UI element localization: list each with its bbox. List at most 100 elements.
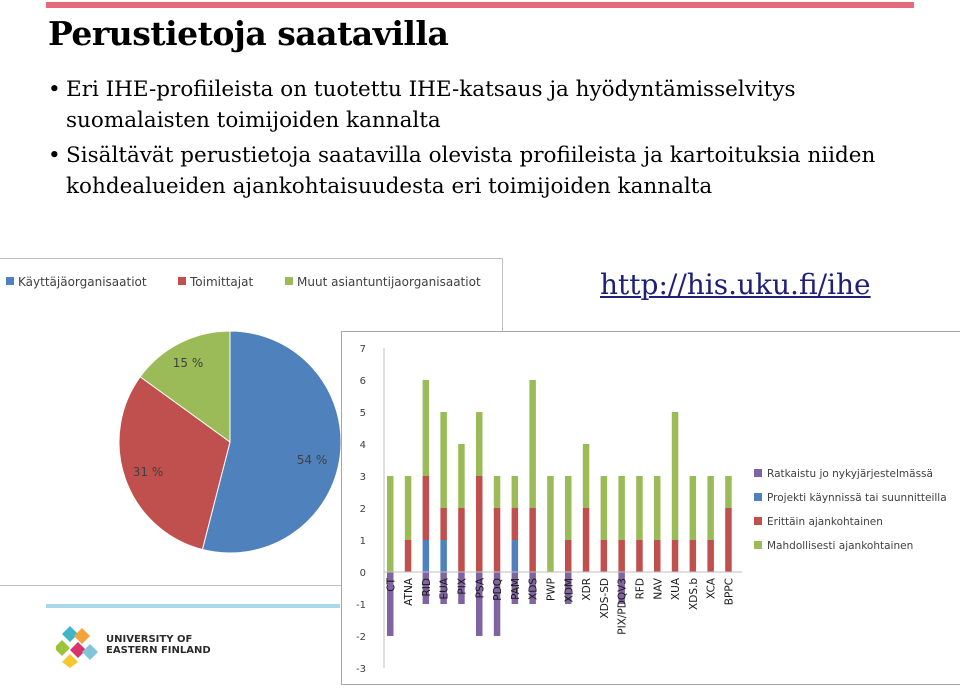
bar-segment [654,540,661,572]
bar-segment [671,540,679,572]
bar-segment [547,476,554,572]
bar-segment [689,540,697,572]
y-tick-label: 6 [360,376,366,387]
y-tick-label: -3 [356,664,366,675]
bar-segment [458,572,465,604]
bullet-item: Sisältävät perustietoja saatavilla olevi… [48,140,928,202]
x-tick-label: RFD [634,578,646,599]
bar-segment [618,572,625,604]
pie-legend-label: Toimittajat [189,275,253,289]
bar-segment [565,540,572,572]
bar-legend-label: Mahdollisesti ajankohtainen [767,540,913,552]
bar-segment [440,412,447,508]
bar-segment [600,476,608,540]
logo-line-1: UNIVERSITY OF [106,634,193,645]
bar-segment [440,540,447,572]
bar-segment [671,412,679,540]
y-tick-label: -1 [356,600,366,611]
bar-segment [565,572,572,604]
bar-legend-label: Ratkaistu jo nykyjärjestelmässä [767,468,933,480]
bar-legend-swatch [754,517,762,525]
top-accent-bar [46,2,914,8]
bar-segment [476,572,483,636]
pie-data-label: 31 % [133,465,164,479]
bar-segment [529,508,536,572]
bar-segment [422,572,430,604]
pie-chart: Käyttäjäorganisaatiot Toimittajat Muut asi… [6,275,481,554]
y-tick-label: 4 [360,440,366,451]
x-tick-label: PAM [510,578,522,600]
bar-segment [725,508,732,572]
y-tick-label: 0 [360,568,366,579]
bar-legend-swatch [754,493,762,501]
x-tick-label: XCA [706,577,718,599]
bar-segment [404,540,412,572]
x-tick-label: XUA [670,577,682,600]
bar-segment [689,476,697,540]
bar-legend-swatch [754,469,762,477]
x-tick-label: PDQ [492,578,504,601]
x-tick-label: NAV [652,577,664,599]
bar-segment [654,476,661,540]
bar-segment [458,508,465,572]
bar-segment [636,540,643,572]
x-tick-label: XDM [563,578,575,602]
pie-slice [139,330,231,443]
y-tick-label: 7 [360,344,366,355]
slide-title: Perustietoja saatavilla [48,14,449,53]
bar-segment [511,476,519,508]
y-tick-label: 3 [360,472,366,483]
pie-data-label: 15 % [173,356,204,370]
bar-segment [387,572,394,636]
university-logo: UNIVERSITY OF EASTERN FINLAND [56,622,266,672]
x-tick-label: PIX [456,578,468,595]
x-tick-label: XDS-SD [599,578,611,618]
x-tick-label: RID [421,578,433,596]
bar-segment [565,476,572,540]
uef-logo-icon [56,626,98,668]
bar-segment [422,540,430,572]
bar-segment [529,572,536,604]
x-tick-label: ATNA [403,577,415,606]
bar-segment [422,476,430,540]
bar-segment [440,508,447,540]
bar-segment [476,412,483,476]
bar-segment [618,476,625,540]
bar-chart-panel: -3 -2 -1 0 1 2 3 4 5 6 7 CT ATNA RID EUA PIX PSA PDQ PAM XD… [341,331,960,685]
y-tick-label: 5 [360,408,366,419]
bar-segment [511,508,519,540]
x-tick-label: XDS.b [688,578,700,610]
pie-legend-label: Käyttäjäorganisaatiot [18,275,147,289]
y-tick-label: -2 [356,632,366,643]
pie-slice [118,376,231,551]
x-tick-label: PIX/PDQV3 [617,578,629,635]
bar-segment [493,508,501,572]
x-tick-label: PSA [474,577,486,598]
bar-segment [582,444,590,508]
bar-segment [618,540,625,572]
bar-segment [476,476,483,572]
bar-segment [636,476,643,540]
x-tick-label: XDS [528,578,540,600]
logo-line-2: EASTERN FINLAND [106,645,211,656]
bar-segment [404,476,412,540]
bar-segment [707,476,714,540]
pie-legend-label: Muut asiantuntijaorganisaatiot [297,275,481,289]
bar-segment [582,508,590,572]
stacked-bar-chart: -3 -2 -1 0 1 2 3 4 5 6 7 CT ATNA RID EUA PIX PSA PDQ PAM XD… [356,344,947,675]
bar-segment [493,476,501,508]
logo-wordmark: UNIVERSITY OF EASTERN FINLAND [106,634,211,656]
bar-segment [529,380,536,508]
bar-segment [725,476,732,508]
pie-data-label: 54 % [297,453,328,467]
x-tick-label: EUA [439,577,451,599]
bar-segment [387,476,394,572]
pie-slice [201,330,342,554]
y-tick-label: 1 [360,536,366,547]
bullet-list: Eri IHE-profiileista on tuotettu IHE-kat… [48,74,928,206]
bar-legend-label: Projekti käynnissä tai suunnitteilla [767,492,947,504]
bar-segment [511,572,519,604]
project-link[interactable]: http://his.uku.fi/ihe [600,268,871,301]
pie-legend-swatch [178,277,186,285]
bar-segment [707,540,714,572]
